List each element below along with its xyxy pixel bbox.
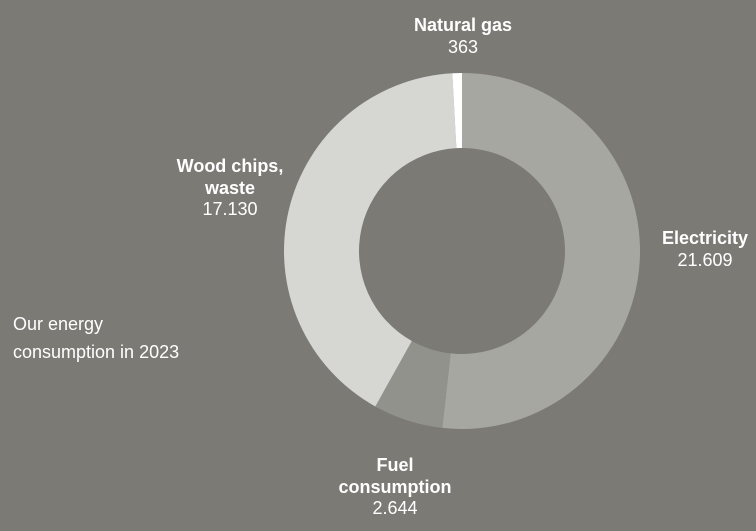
slice-natural-gas xyxy=(452,73,462,149)
slice-wood-chips-waste xyxy=(283,73,457,407)
slice-value-fuel-consumption: 2.644 xyxy=(372,498,418,519)
caption-line1: Our energy xyxy=(13,314,104,334)
caption-line2: consumption in 2023 xyxy=(13,342,180,362)
slice-name-electricity: Electricity xyxy=(661,228,749,248)
chart-caption: Our energy consumption in 2023 xyxy=(13,310,179,366)
slice-value-natural-gas: 363 xyxy=(447,36,479,57)
label-electricity: Electricity 21.609 xyxy=(655,228,755,271)
slice-name-wood-line1: Wood chips, xyxy=(176,156,284,176)
slice-name-fuel-line1: Fuel xyxy=(376,455,414,475)
slice-electricity xyxy=(442,73,640,430)
label-natural-gas: Natural gas 363 xyxy=(393,15,533,58)
slice-name-natural-gas: Natural gas xyxy=(413,15,513,35)
label-wood-chips: Wood chips, waste 17.130 xyxy=(155,156,305,221)
slice-name-fuel-line2: consumption xyxy=(338,476,452,497)
label-fuel-consumption: Fuel consumption 2.644 xyxy=(320,455,470,520)
slice-value-electricity: 21.609 xyxy=(677,249,733,270)
slice-name-wood-line2: waste xyxy=(204,177,256,198)
slice-value-wood-chips: 17.130 xyxy=(202,199,258,220)
slice-fuel-consumption xyxy=(375,340,451,428)
